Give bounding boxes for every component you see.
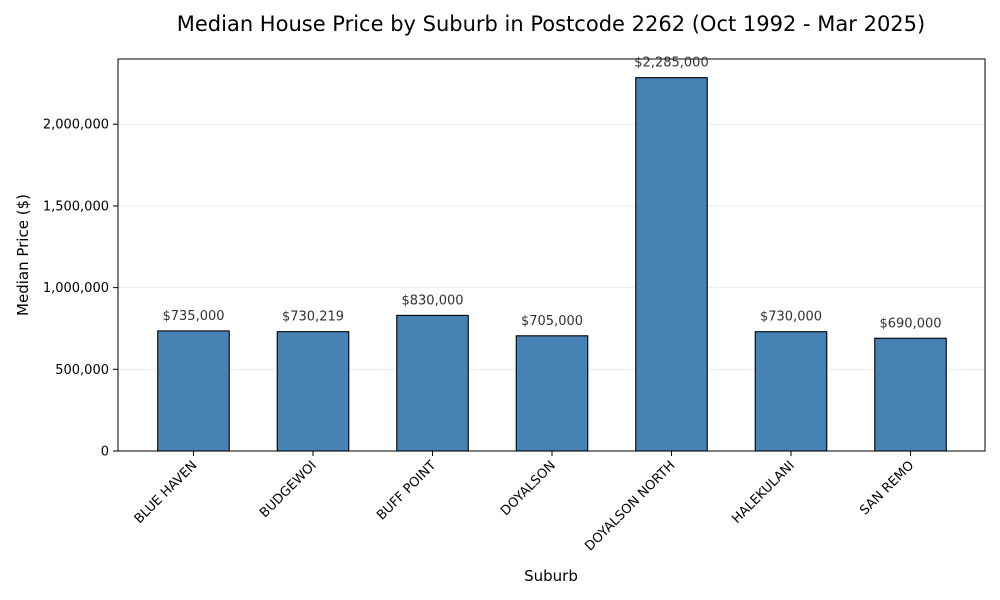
x-axis-ticks: BLUE HAVEN BUDGEWOI BUFF POINT DOYALSON DOYA… (132, 451, 917, 554)
data-label: $690,000 (879, 316, 941, 331)
x-tick-label: HALEKULANI (729, 458, 797, 526)
bar (396, 314, 469, 452)
y-tick-label: 2,000,000 (43, 118, 109, 133)
x-tick-label: BUFF POINT (374, 458, 439, 523)
y-tick-label: 0 (101, 445, 109, 460)
bar (515, 335, 589, 452)
data-label: $730,219 (282, 310, 344, 325)
y-tick-label: 1,000,000 (43, 281, 109, 296)
bar (635, 77, 708, 452)
data-label: $705,000 (521, 314, 583, 329)
bar-value-labels: $735,000 $730,219 $830,000 $705,000 $2,285,0… (162, 56, 941, 332)
x-tick-label: BLUE HAVEN (132, 458, 201, 527)
x-axis-label: Suburb (524, 567, 578, 585)
x-tick-label: DOYALSON NORTH (582, 458, 678, 554)
bar (276, 331, 350, 452)
x-tick-label: BUDGEWOI (257, 458, 320, 521)
y-axis-label: Median Price ($) (14, 194, 32, 316)
data-label: $735,000 (162, 309, 224, 324)
data-label: $830,000 (401, 293, 463, 308)
data-label: $730,000 (760, 310, 822, 325)
x-tick-label: SAN REMO (857, 458, 917, 518)
bar (157, 330, 230, 452)
y-axis-ticks: 0 500,000 1,000,000 1,500,000 2,000,000 (43, 118, 118, 460)
bars (157, 77, 947, 452)
data-label: $2,285,000 (634, 56, 708, 71)
x-tick-label: DOYALSON (498, 458, 559, 519)
y-tick-label: 500,000 (55, 363, 109, 378)
chart-title: Median House Price by Suburb in Postcode… (177, 12, 925, 36)
y-tick-label: 1,500,000 (43, 199, 109, 214)
bar (874, 337, 947, 452)
grid-lines (118, 123, 985, 370)
bar (754, 331, 828, 452)
